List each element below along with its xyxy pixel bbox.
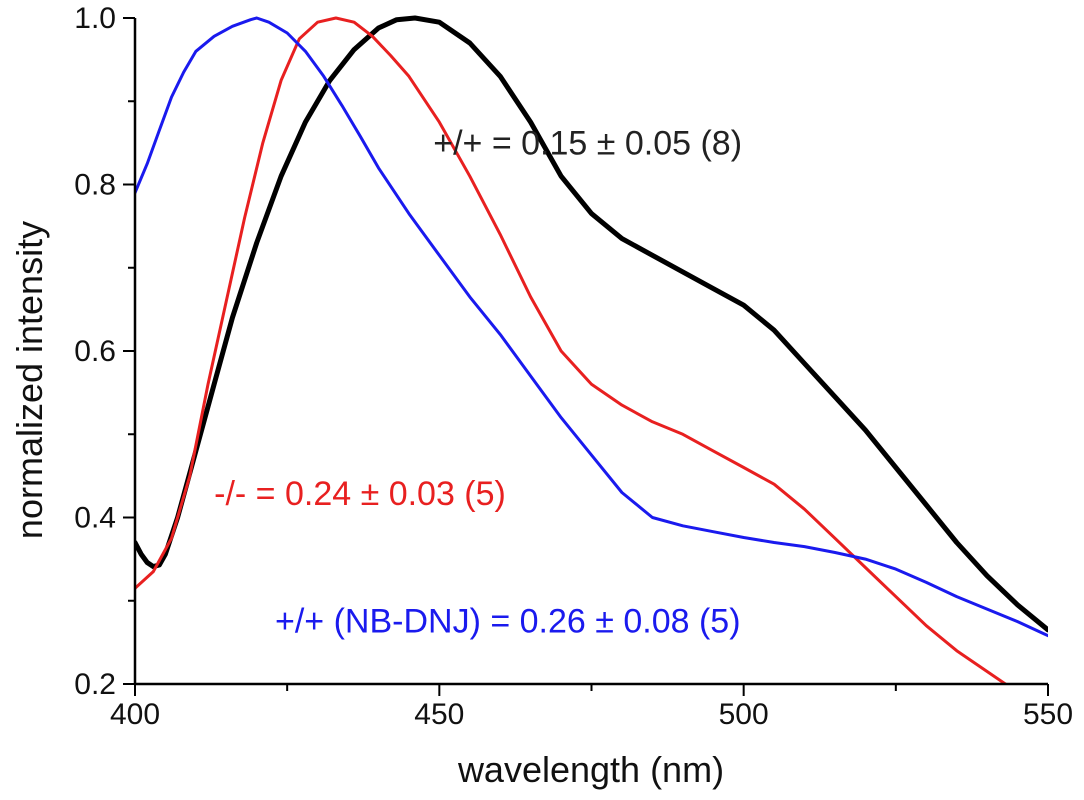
x-tick-label: 400 xyxy=(110,698,160,731)
axes-layer xyxy=(133,18,1048,686)
y-tick-label: 1.0 xyxy=(74,2,116,35)
x-tick-label: 500 xyxy=(719,698,769,731)
curves-layer xyxy=(135,15,1048,684)
series-line-3 xyxy=(135,16,1048,638)
annotation-2: -/- = 0.24 ± 0.03 (5) xyxy=(214,475,506,513)
y-tick-label: 0.4 xyxy=(74,502,116,535)
x-tick-label: 550 xyxy=(1023,698,1073,731)
y-tick-label: 0.6 xyxy=(74,335,116,368)
y-tick-label: 0.2 xyxy=(74,668,116,701)
y-axis-title: normalized intensity xyxy=(9,221,50,539)
annotation-1: +/+ = 0.15 ± 0.05 (8) xyxy=(433,125,742,163)
x-tick-label: 450 xyxy=(414,698,464,731)
y-tick-label: 0.8 xyxy=(74,169,116,202)
x-axis-title: wavelength (nm) xyxy=(457,749,724,790)
series-line-2 xyxy=(135,16,1007,684)
tick-labels-layer: 400 450 500 550 0.2 0.4 0.6 0.8 1.0 xyxy=(74,2,1073,731)
annotation-3: +/+ (NB-DNJ) = 0.26 ± 0.08 (5) xyxy=(275,602,741,640)
annotations-layer: +/+ = 0.15 ± 0.05 (8) -/- = 0.24 ± 0.03 (… xyxy=(214,125,742,641)
ticks-layer xyxy=(123,17,1049,696)
